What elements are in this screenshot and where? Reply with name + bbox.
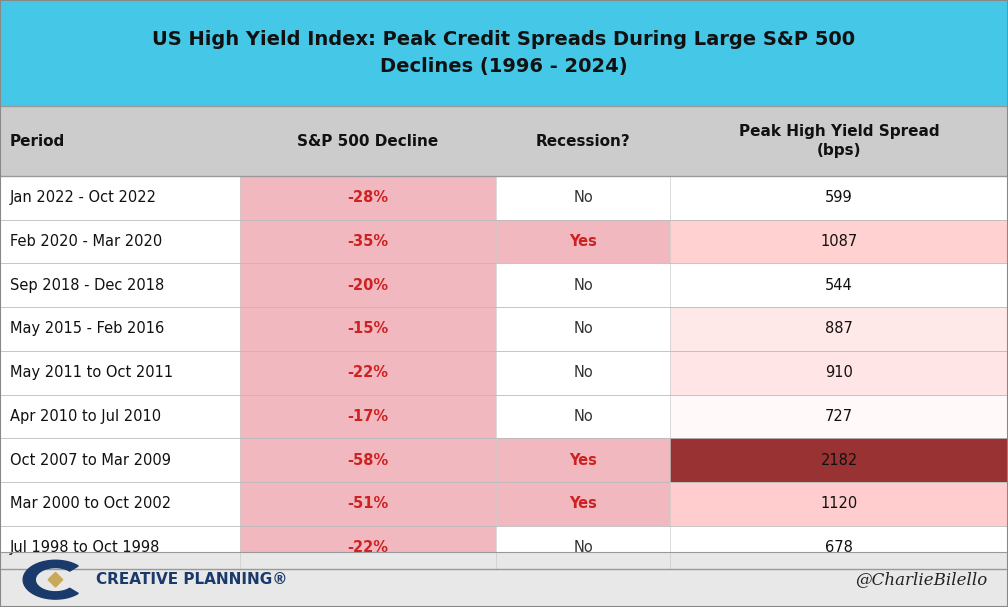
- Text: Jan 2022 - Oct 2022: Jan 2022 - Oct 2022: [10, 191, 157, 205]
- Bar: [496, 307, 670, 351]
- Bar: [0, 106, 1008, 176]
- Bar: [240, 351, 496, 395]
- Text: -35%: -35%: [348, 234, 388, 249]
- Text: 727: 727: [826, 409, 853, 424]
- Text: 599: 599: [826, 191, 853, 205]
- Bar: [670, 351, 1008, 395]
- Text: Apr 2010 to Jul 2010: Apr 2010 to Jul 2010: [10, 409, 161, 424]
- Text: @CharlieBilello: @CharlieBilello: [856, 571, 988, 588]
- Bar: [0, 438, 240, 482]
- Bar: [240, 526, 496, 569]
- Bar: [0, 351, 240, 395]
- Text: 910: 910: [826, 365, 853, 380]
- Text: 887: 887: [826, 322, 853, 336]
- Bar: [240, 176, 496, 220]
- Text: Yes: Yes: [570, 497, 597, 511]
- Text: No: No: [574, 365, 593, 380]
- Bar: [0, 307, 240, 351]
- Text: No: No: [574, 322, 593, 336]
- Bar: [240, 395, 496, 438]
- Bar: [670, 395, 1008, 438]
- Text: Period: Period: [10, 134, 66, 149]
- Text: No: No: [574, 278, 593, 293]
- Text: S&P 500 Decline: S&P 500 Decline: [297, 134, 438, 149]
- Bar: [0, 0, 1008, 106]
- Text: May 2015 - Feb 2016: May 2015 - Feb 2016: [10, 322, 164, 336]
- Text: -28%: -28%: [348, 191, 388, 205]
- Text: CREATIVE PLANNING®: CREATIVE PLANNING®: [96, 572, 287, 587]
- Bar: [0, 220, 240, 263]
- Text: Recession?: Recession?: [536, 134, 630, 149]
- Text: -15%: -15%: [348, 322, 388, 336]
- Text: Mar 2000 to Oct 2002: Mar 2000 to Oct 2002: [10, 497, 171, 511]
- Text: 1087: 1087: [821, 234, 858, 249]
- Text: -17%: -17%: [348, 409, 388, 424]
- Bar: [496, 351, 670, 395]
- Text: Yes: Yes: [570, 234, 597, 249]
- Text: Peak High Yield Spread
(bps): Peak High Yield Spread (bps): [739, 124, 939, 158]
- Bar: [670, 482, 1008, 526]
- Text: Jul 1998 to Oct 1998: Jul 1998 to Oct 1998: [10, 540, 160, 555]
- Bar: [496, 482, 670, 526]
- Text: Yes: Yes: [570, 453, 597, 467]
- Bar: [240, 438, 496, 482]
- Text: US High Yield Index: Peak Credit Spreads During Large S&P 500
Declines (1996 - 2: US High Yield Index: Peak Credit Spreads…: [152, 30, 856, 76]
- Polygon shape: [48, 572, 62, 587]
- Text: -51%: -51%: [348, 497, 388, 511]
- Bar: [496, 395, 670, 438]
- Text: -22%: -22%: [348, 540, 388, 555]
- Bar: [240, 220, 496, 263]
- Bar: [0, 263, 240, 307]
- Bar: [670, 263, 1008, 307]
- Text: Feb 2020 - Mar 2020: Feb 2020 - Mar 2020: [10, 234, 162, 249]
- Bar: [496, 263, 670, 307]
- Bar: [670, 220, 1008, 263]
- Bar: [496, 438, 670, 482]
- Polygon shape: [23, 560, 79, 599]
- Bar: [240, 307, 496, 351]
- Text: No: No: [574, 191, 593, 205]
- Bar: [0, 176, 240, 220]
- Bar: [0, 526, 240, 569]
- Text: 1120: 1120: [821, 497, 858, 511]
- Text: No: No: [574, 540, 593, 555]
- Text: No: No: [574, 409, 593, 424]
- Bar: [0, 482, 240, 526]
- Bar: [670, 176, 1008, 220]
- Bar: [240, 482, 496, 526]
- Bar: [496, 526, 670, 569]
- Text: 544: 544: [826, 278, 853, 293]
- Bar: [496, 220, 670, 263]
- Bar: [0, 552, 1008, 607]
- Bar: [496, 176, 670, 220]
- Bar: [0, 395, 240, 438]
- Text: Oct 2007 to Mar 2009: Oct 2007 to Mar 2009: [10, 453, 171, 467]
- Text: May 2011 to Oct 2011: May 2011 to Oct 2011: [10, 365, 173, 380]
- Bar: [670, 307, 1008, 351]
- Text: -58%: -58%: [348, 453, 388, 467]
- Bar: [670, 438, 1008, 482]
- Bar: [240, 263, 496, 307]
- Text: Sep 2018 - Dec 2018: Sep 2018 - Dec 2018: [10, 278, 164, 293]
- Bar: [670, 526, 1008, 569]
- Text: -20%: -20%: [348, 278, 388, 293]
- Text: 2182: 2182: [821, 453, 858, 467]
- Text: 678: 678: [826, 540, 853, 555]
- Text: -22%: -22%: [348, 365, 388, 380]
